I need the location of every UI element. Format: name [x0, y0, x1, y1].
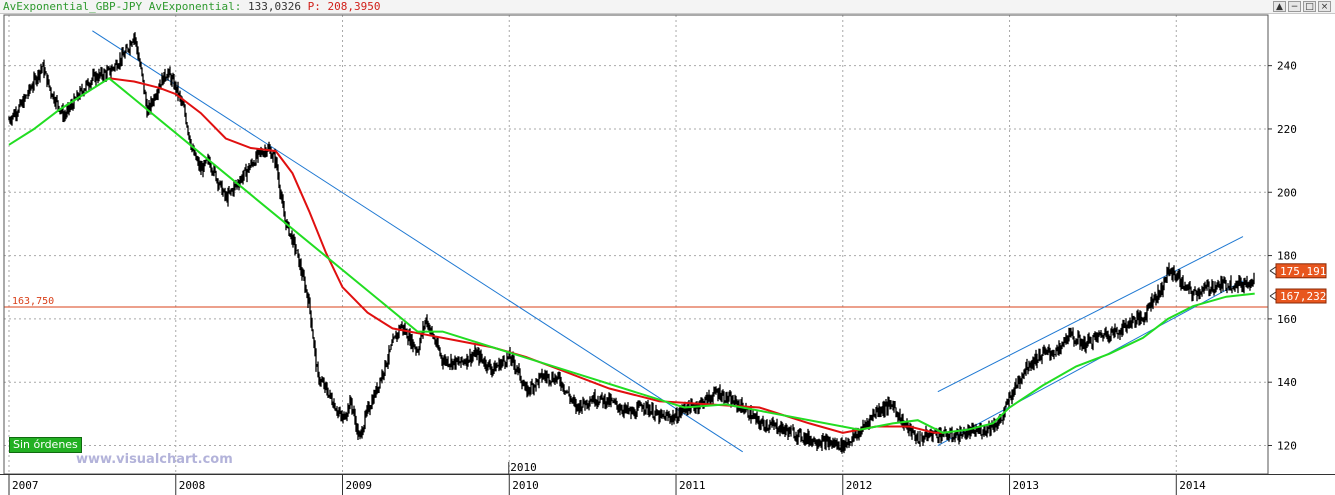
- x-tick-label: 2013: [1013, 479, 1039, 492]
- y-tick-label: 160: [1277, 313, 1297, 326]
- price-tag-arrow-icon: [1269, 266, 1277, 276]
- x-tick-label: 2010: [512, 479, 539, 492]
- orders-status-badge[interactable]: Sin órdenes: [9, 437, 82, 453]
- watermark-text: www.visualchart.com: [76, 452, 233, 467]
- price-tag-box: [1275, 288, 1327, 304]
- trendlines: [92, 30, 1244, 453]
- chart-toolbar: AvExponential_GBP-JPY AvExponential: 133…: [0, 0, 1335, 14]
- y-axis: 120 140 160 180 200 220 240: [1268, 60, 1297, 453]
- y-tick-label: 240: [1277, 60, 1297, 73]
- x-axis: 2007 2008 2009 2010 2011 2012 2013 2014 2010: [8, 461, 1206, 495]
- grid-lines: [4, 15, 1268, 474]
- maximize-icon[interactable]: □: [1303, 1, 1316, 12]
- x-tick-label: 2008: [179, 479, 206, 492]
- level-label: 163,750: [12, 296, 54, 307]
- x-tick-label: 2009: [346, 479, 373, 492]
- ema-green-line[interactable]: [8, 77, 1255, 434]
- x-tick-label: 2012: [846, 479, 873, 492]
- trendline[interactable]: [92, 30, 743, 453]
- legend-p-value: 208,3950: [327, 0, 381, 13]
- window-controls: ▲ − □ ×: [1273, 1, 1331, 12]
- price-tag-label: 167,232: [1280, 290, 1326, 303]
- y-tick-label: 180: [1277, 250, 1297, 263]
- scroll-up-icon[interactable]: ▲: [1273, 1, 1286, 12]
- x-tick-label: 2007: [12, 479, 39, 492]
- trendline[interactable]: [937, 280, 1244, 446]
- legend-value: 133,0326: [248, 0, 302, 13]
- moving-averages: [8, 77, 1255, 434]
- legend-instrument: AvExponential_GBP-JPY AvExponential:: [3, 0, 242, 13]
- x-tick-label: 2011: [679, 479, 706, 492]
- legend-p-label: P:: [307, 0, 321, 13]
- indicator-legend: AvExponential_GBP-JPY AvExponential: 133…: [3, 0, 381, 14]
- price-tag-arrow-icon: [1269, 291, 1277, 301]
- price-tag-box: [1275, 263, 1327, 279]
- plot-frame: [0, 14, 1335, 475]
- cursor-date-label: 2010: [510, 461, 537, 474]
- price-tags: 175,191 167,232: [1269, 263, 1327, 304]
- trendline[interactable]: [937, 236, 1244, 393]
- price-tag-label: 175,191: [1280, 265, 1326, 278]
- x-tick-label: 2014: [1179, 479, 1206, 492]
- close-icon[interactable]: ×: [1318, 1, 1331, 12]
- y-tick-label: 220: [1277, 123, 1297, 136]
- horizontal-level: 163,750: [4, 296, 1268, 308]
- plot-border: [3, 14, 1269, 475]
- y-tick-label: 200: [1277, 186, 1297, 199]
- y-tick-label: 120: [1277, 440, 1297, 453]
- ema-red-line[interactable]: [108, 77, 943, 434]
- y-tick-label: 140: [1277, 376, 1297, 389]
- minimize-icon[interactable]: −: [1288, 1, 1301, 12]
